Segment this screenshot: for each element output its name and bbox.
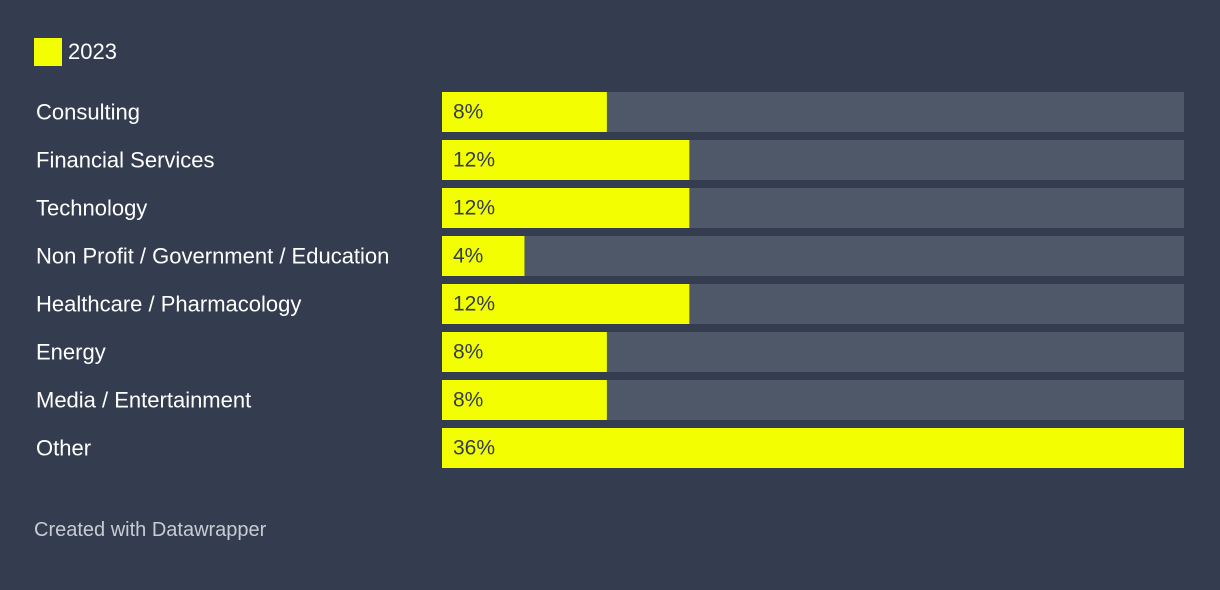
bar (442, 140, 690, 180)
bar-row: Other 36% (36, 428, 1184, 468)
bar (442, 188, 690, 228)
value-label: 36% (453, 437, 495, 460)
category-label: Non Profit / Government / Education (36, 244, 389, 269)
value-label: 8% (453, 389, 483, 412)
bar-row: Financial Services 12% (36, 140, 1184, 180)
bar-row: Technology 12% (36, 188, 1184, 228)
bar (442, 284, 690, 324)
legend-swatch (34, 38, 62, 66)
bar-row: Healthcare / Pharmacology 12% (36, 284, 1184, 324)
bar-row: Energy 8% (36, 332, 1184, 372)
bar (442, 380, 607, 420)
category-label: Healthcare / Pharmacology (36, 292, 301, 317)
footer-credit: Created with Datawrapper (34, 519, 267, 541)
value-label: 12% (453, 293, 495, 316)
category-label: Media / Entertainment (36, 388, 251, 413)
category-label: Technology (36, 196, 147, 221)
bar (442, 236, 525, 276)
bar (442, 92, 607, 132)
value-label: 8% (453, 341, 483, 364)
value-label: 12% (453, 149, 495, 172)
category-label: Consulting (36, 100, 140, 125)
bar-row: Consulting 8% (36, 92, 1184, 132)
category-label: Financial Services (36, 148, 215, 173)
bar-track (442, 236, 1184, 276)
value-label: 12% (453, 197, 495, 220)
bar-row: Media / Entertainment 8% (36, 380, 1184, 420)
bar (442, 428, 1184, 468)
bar (442, 332, 607, 372)
category-label: Other (36, 436, 91, 461)
category-label: Energy (36, 340, 106, 365)
legend-label: 2023 (68, 39, 117, 64)
value-label: 4% (453, 245, 483, 268)
value-label: 8% (453, 101, 483, 124)
bar-row: Non Profit / Government / Education 4% (36, 236, 1184, 276)
legend: 2023 (34, 37, 117, 67)
